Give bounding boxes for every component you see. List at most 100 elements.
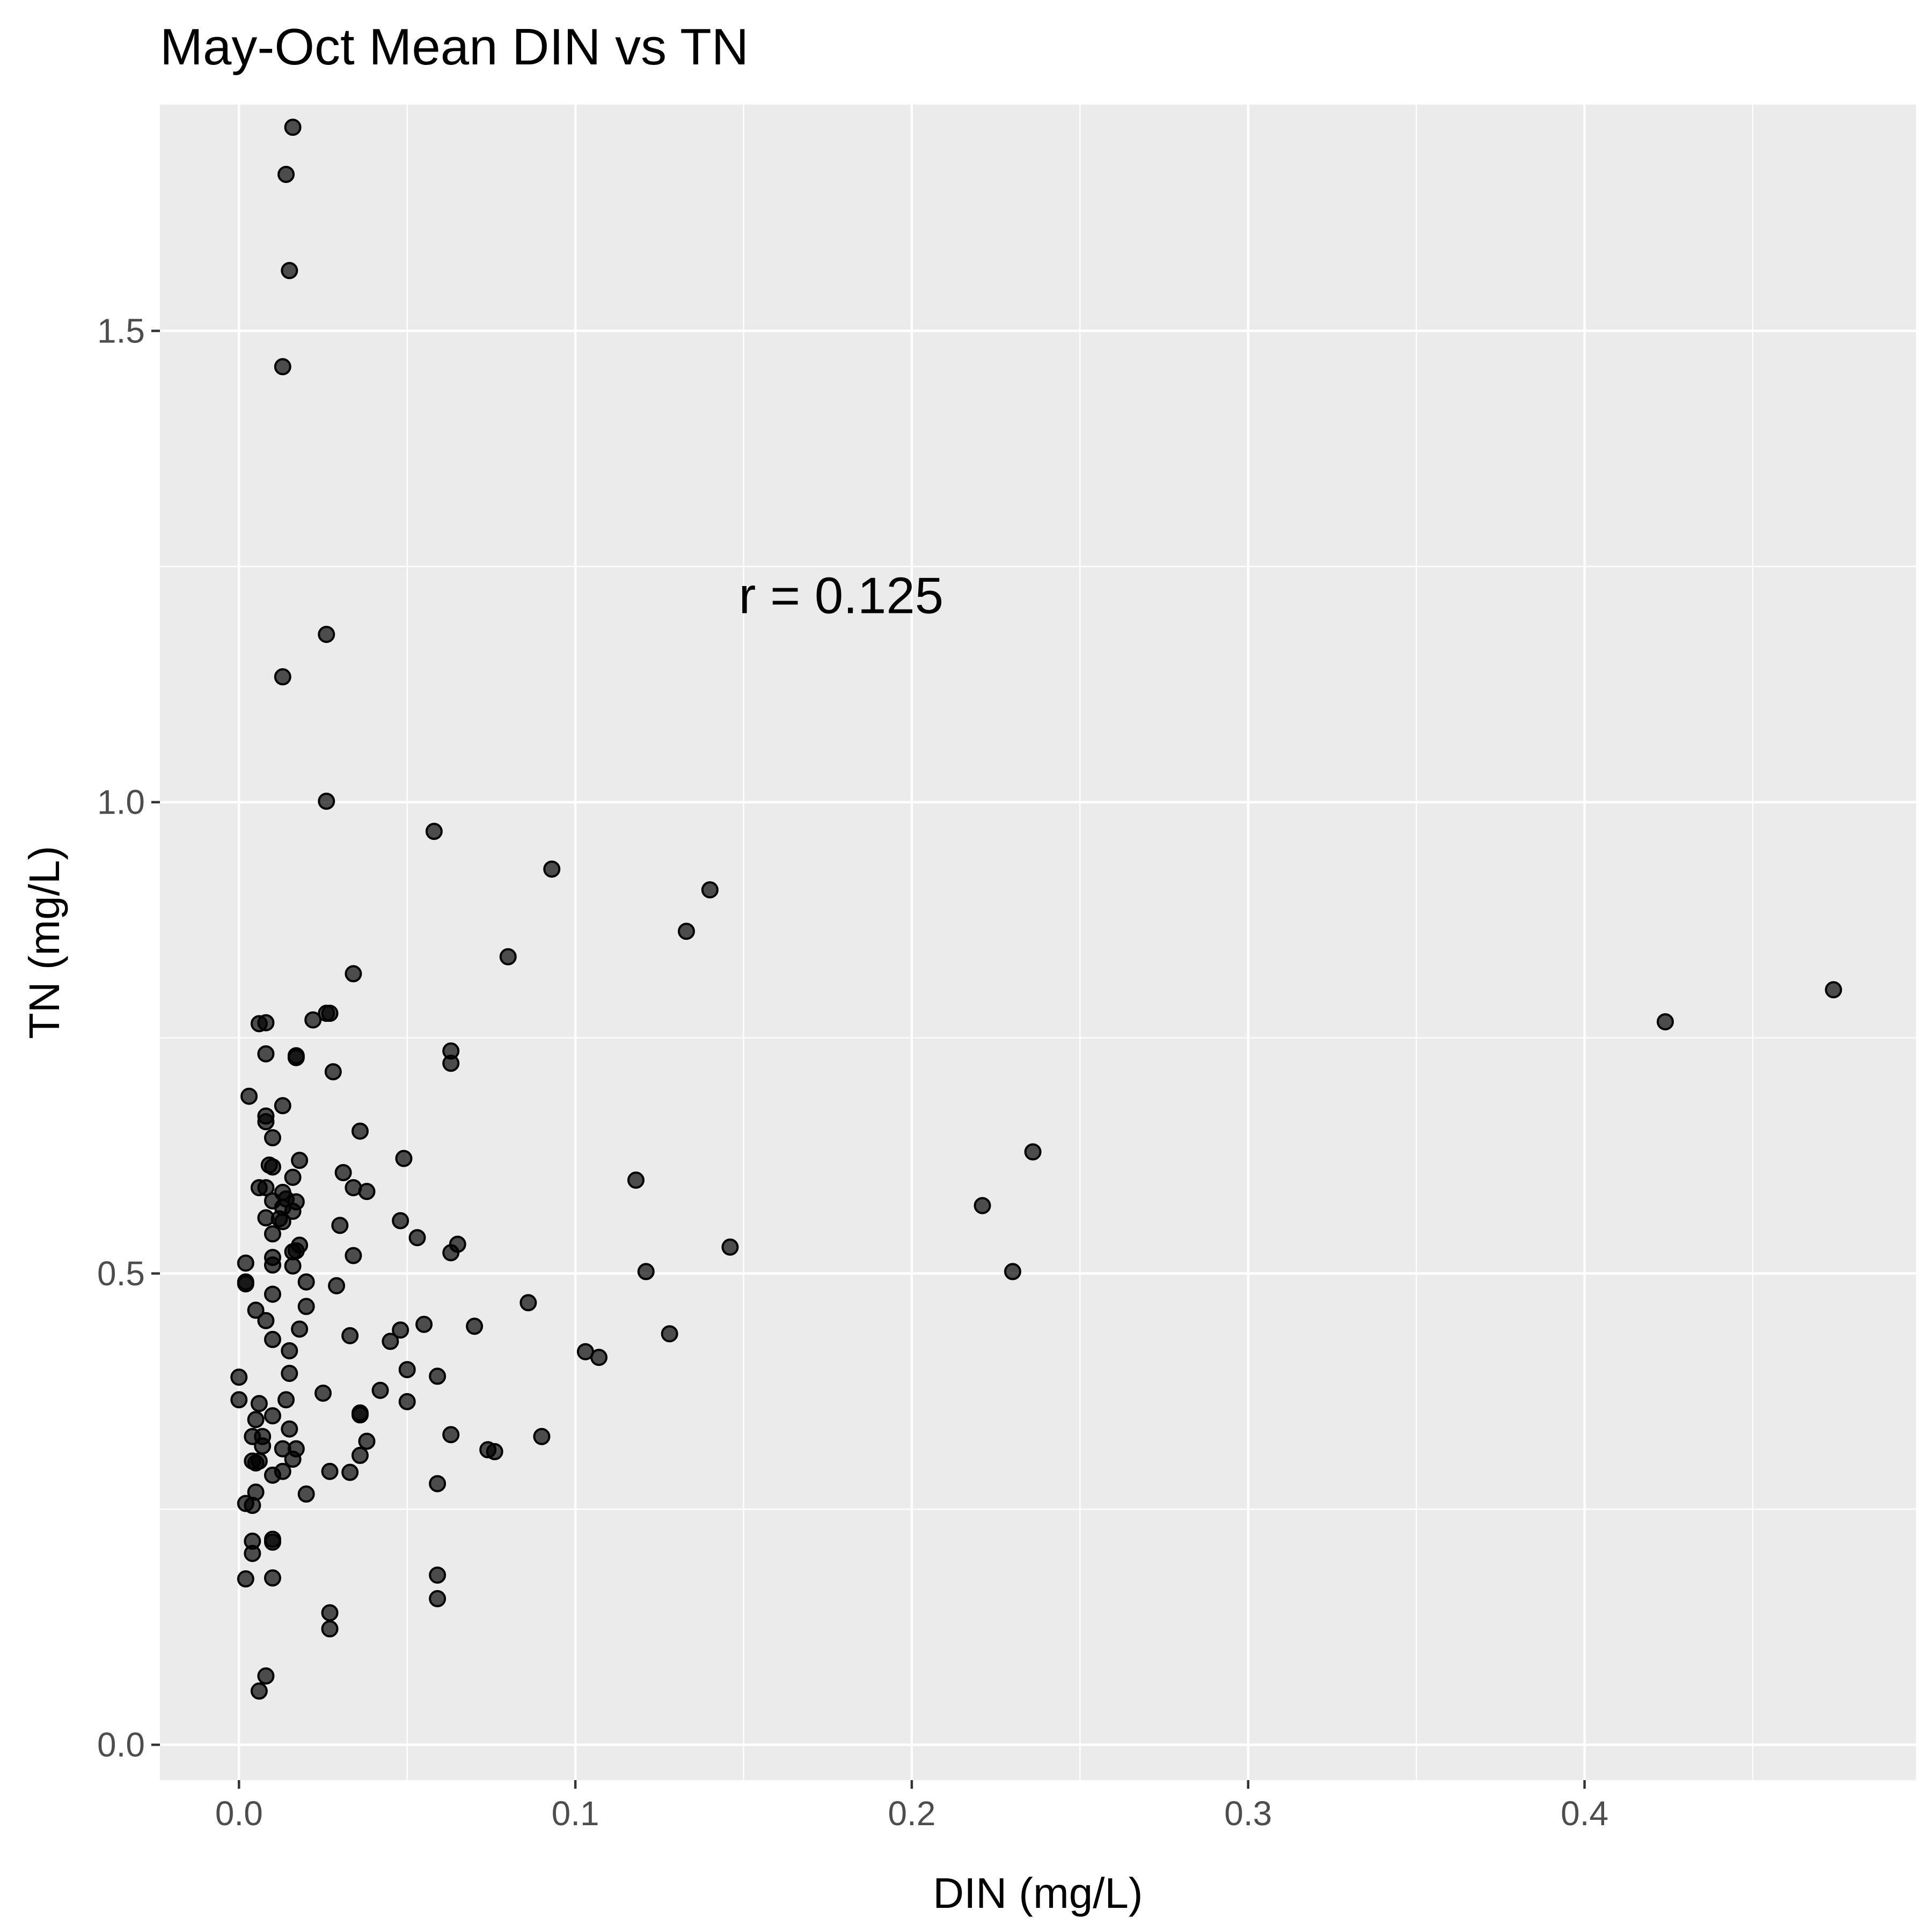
data-point (590, 1349, 608, 1366)
data-point (284, 1243, 302, 1261)
data-point (429, 1590, 447, 1607)
data-point (281, 262, 298, 280)
data-point (345, 965, 362, 983)
data-point (297, 1298, 315, 1315)
data-point (351, 1406, 369, 1424)
data-point (230, 1368, 248, 1386)
data-point (257, 1045, 275, 1063)
data-point (237, 1570, 254, 1588)
data-point (250, 1395, 268, 1413)
data-point (264, 1158, 281, 1176)
data-point (318, 792, 335, 810)
data-point (281, 1420, 298, 1438)
data-point (277, 165, 295, 183)
data-point (257, 1667, 275, 1685)
data-point (1657, 1013, 1674, 1030)
data-point (247, 1454, 265, 1472)
data-point (274, 668, 291, 686)
data-point (519, 1294, 537, 1312)
data-point (237, 1254, 254, 1272)
data-point (244, 1545, 261, 1562)
data-point (324, 1063, 342, 1081)
data-point (284, 1203, 302, 1220)
correlation-annotation: r = 0.125 (739, 567, 944, 624)
data-point (321, 1462, 339, 1480)
data-point (429, 1475, 447, 1492)
data-point (442, 1426, 460, 1444)
data-point (415, 1315, 433, 1333)
data-point (281, 1342, 298, 1359)
data-point (321, 1005, 339, 1022)
data-point (341, 1463, 359, 1481)
x-tick-label: 0.1 (552, 1794, 599, 1833)
data-point (466, 1318, 484, 1335)
x-tick-label: 0.0 (215, 1794, 263, 1833)
data-points (230, 119, 1842, 1700)
y-tick-label: 0.5 (97, 1254, 145, 1293)
data-point (392, 1212, 409, 1230)
y-tick-label: 1.5 (97, 312, 145, 350)
data-point (486, 1443, 503, 1460)
data-point (257, 1113, 275, 1131)
data-point (331, 1217, 349, 1234)
data-point (287, 1047, 305, 1065)
data-point (321, 1604, 339, 1622)
y-axis: 0.0 0.5 1.0 1.5 (97, 312, 160, 1764)
data-point (264, 1330, 281, 1348)
data-point (392, 1321, 409, 1339)
data-point (677, 923, 695, 940)
data-point (341, 1327, 359, 1344)
data-point (637, 1263, 655, 1280)
data-point (297, 1485, 315, 1503)
y-tick-label: 0.0 (97, 1725, 145, 1764)
data-point (358, 1432, 376, 1450)
data-point (429, 1566, 447, 1584)
data-point (661, 1325, 678, 1343)
chart-title: May-Oct Mean DIN vs TN (160, 18, 749, 76)
data-point (382, 1333, 399, 1350)
data-point (237, 1275, 254, 1293)
data-point (1024, 1143, 1042, 1161)
data-point (297, 1273, 315, 1291)
data-point (250, 1682, 268, 1700)
major-gridlines (160, 105, 1916, 1780)
data-point (334, 1164, 352, 1182)
data-point (398, 1361, 416, 1379)
x-tick-label: 0.2 (888, 1794, 935, 1833)
x-tick-label: 0.4 (1561, 1794, 1608, 1833)
x-tick-label: 0.3 (1224, 1794, 1272, 1833)
data-point (244, 1497, 261, 1514)
data-point (274, 1213, 291, 1231)
x-axis-title: DIN (mg/L) (933, 1869, 1143, 1917)
data-point (230, 1391, 248, 1409)
data-point (247, 1301, 265, 1319)
data-point (257, 1312, 275, 1329)
data-point (264, 1256, 281, 1274)
data-point (499, 948, 517, 965)
data-point (974, 1197, 991, 1214)
data-point (442, 1244, 460, 1262)
plot-panel (160, 105, 1916, 1780)
data-point (291, 1152, 309, 1169)
data-point (1004, 1263, 1021, 1280)
data-point (274, 1097, 291, 1115)
data-point (257, 1179, 275, 1197)
data-point (274, 358, 291, 376)
data-point (291, 1320, 309, 1338)
data-point (264, 1285, 281, 1303)
data-point (247, 1411, 265, 1429)
data-point (264, 1129, 281, 1147)
data-point (442, 1055, 460, 1072)
x-axis: 0.0 0.1 0.2 0.3 0.4 (215, 1780, 1608, 1833)
data-point (264, 1466, 281, 1484)
data-point (264, 1533, 281, 1551)
data-point (701, 881, 719, 899)
data-point (543, 860, 561, 878)
data-point (351, 1122, 369, 1140)
data-point (240, 1087, 258, 1105)
data-point (358, 1183, 376, 1201)
data-point (284, 1450, 302, 1468)
data-point (429, 1367, 447, 1385)
data-point (284, 1257, 302, 1275)
